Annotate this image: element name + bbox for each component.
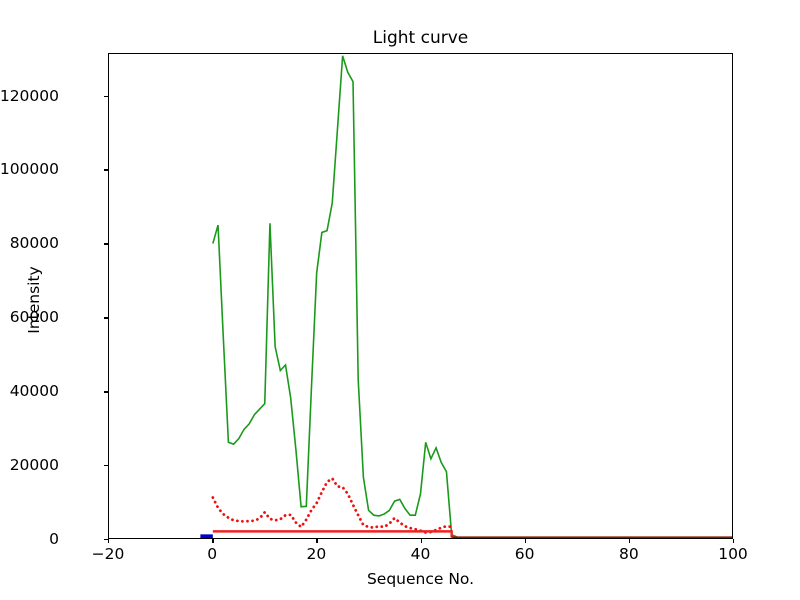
- page-title: Light curve: [372, 28, 469, 48]
- x-tick-mark: [108, 539, 110, 543]
- series-red-solid-line: [212, 530, 453, 538]
- y-tick-label: 60000: [9, 308, 59, 327]
- y-tick-label: 40000: [9, 382, 59, 401]
- x-tick-label: 100: [718, 545, 748, 563]
- x-tick-mark: [524, 539, 527, 543]
- x-tick-label: 20: [306, 545, 327, 563]
- x-tick-mark: [628, 539, 631, 543]
- y-tick-label: 0: [49, 530, 59, 548]
- y-tick-label: 20000: [9, 456, 59, 475]
- x-tick-mark: [316, 539, 318, 543]
- x-axis-label: Sequence No.: [366, 570, 475, 588]
- x-tick-label: 40: [410, 545, 431, 563]
- y-tick-mark: [104, 539, 108, 541]
- plot-area: [108, 53, 733, 539]
- series-green-curve: [212, 55, 458, 538]
- y-tick-label: 80000: [9, 234, 59, 253]
- x-tick-label: 60: [514, 545, 535, 563]
- y-tick-mark: [104, 317, 108, 319]
- y-tick-mark: [104, 465, 108, 467]
- y-axis-label: Intensity: [25, 266, 43, 334]
- x-tick-label: 0: [207, 545, 218, 563]
- series-red-dotted-curve: [211, 476, 454, 534]
- y-tick-mark: [104, 391, 108, 393]
- y-tick-label: 120000: [0, 86, 59, 105]
- chart-svg: [200, 55, 732, 538]
- x-tick-mark: [733, 539, 735, 543]
- x-tick-mark: [420, 539, 422, 543]
- x-tick-mark: [212, 539, 214, 543]
- y-tick-label: 100000: [0, 160, 59, 179]
- x-tick-label: 80: [618, 545, 639, 563]
- x-tick-label: −20: [91, 545, 125, 563]
- y-tick-mark: [104, 95, 108, 97]
- y-tick-mark: [104, 169, 108, 171]
- y-tick-mark: [104, 243, 108, 245]
